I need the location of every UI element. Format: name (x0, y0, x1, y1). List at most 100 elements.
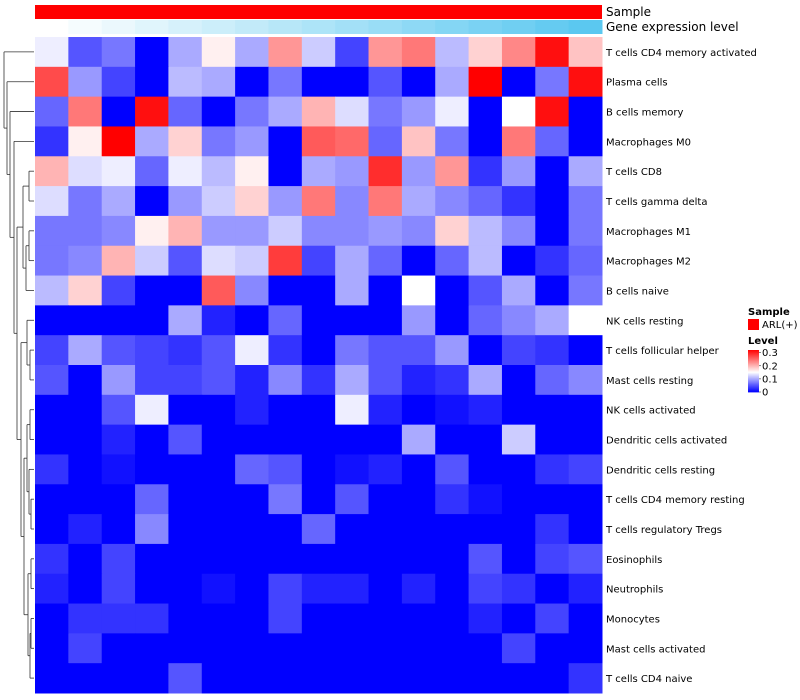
heatmap-cell (335, 156, 370, 187)
heatmap-cell (435, 365, 470, 396)
heatmap-cell (468, 275, 503, 306)
heatmap-cell (435, 335, 470, 366)
heatmap-cell (235, 543, 269, 575)
heatmap-cell (168, 454, 203, 485)
heatmap-cell (101, 96, 136, 127)
heatmap-cell (535, 514, 570, 545)
legend-gradient-step (748, 386, 759, 389)
heatmap-cell (201, 543, 236, 575)
legend-gradient-step (748, 390, 759, 393)
legend-gradient-step (748, 389, 759, 392)
legend-gradient-step (748, 381, 759, 383)
heatmap-cell (35, 335, 69, 366)
heatmap-cell (401, 335, 436, 366)
heatmap-cell (335, 663, 370, 694)
heatmap-cell (101, 663, 136, 694)
annotation-cell-gene-expression (268, 20, 303, 34)
heatmap-cell (335, 186, 370, 217)
heatmap-cell (335, 573, 370, 605)
heatmap-cell (168, 633, 203, 664)
heatmap-cell (535, 424, 570, 455)
heatmap-cell (68, 514, 103, 545)
heatmap-cell (101, 454, 136, 485)
heatmap-cell (235, 663, 269, 694)
heatmap-cell (35, 514, 69, 545)
heatmap-cell (435, 394, 470, 426)
heatmap-cell (135, 603, 169, 634)
heatmap-cell (368, 37, 403, 68)
legend-gradient-step (748, 351, 759, 353)
heatmap-cell (335, 37, 370, 68)
heatmap-cell (268, 394, 303, 426)
heatmap-cell (201, 514, 236, 545)
heatmap-cell (201, 573, 236, 605)
heatmap-cell (401, 305, 436, 336)
heatmap-cell (501, 663, 536, 694)
row-label: B cells naive (606, 286, 669, 297)
heatmap-cell (35, 663, 69, 694)
heatmap-cell (335, 633, 370, 664)
heatmap-cell (101, 514, 136, 545)
heatmap-cell (368, 66, 403, 98)
heatmap-cell (135, 424, 169, 455)
row-label: T cells CD4 naive (605, 674, 692, 685)
heatmap-cell (468, 305, 503, 336)
row-dendrogram (3, 51, 34, 679)
legend-gradient-step (748, 363, 759, 366)
legend-gradient-step (748, 366, 759, 369)
heatmap-cell (268, 186, 303, 217)
row-label: B cells memory (606, 108, 683, 119)
heatmap-cell (435, 156, 470, 187)
annotation-cell-gene-expression (201, 20, 236, 34)
heatmap-cell (201, 394, 236, 426)
heatmap-cell (268, 514, 303, 545)
heatmap-cell (435, 305, 470, 336)
heatmap-cell (568, 365, 603, 396)
heatmap-cell (201, 454, 236, 485)
heatmap-cell (435, 245, 470, 277)
heatmap-cell (335, 335, 370, 366)
legend-colorbar (748, 350, 759, 393)
heatmap-cell (168, 603, 203, 634)
column-annotation: Sample Gene expression level (35, 5, 739, 34)
legend-tick-label: 0.3 (762, 348, 778, 359)
row-label: Eosinophils (606, 555, 662, 566)
heatmap-cell (368, 305, 403, 336)
row-label: Dendritic cells resting (606, 465, 715, 476)
heatmap-cell (168, 245, 203, 277)
heatmap-cell (201, 365, 236, 396)
heatmap-cell (401, 454, 436, 485)
heatmap-cell (401, 37, 436, 68)
heatmap-cell (35, 365, 69, 396)
legend-gradient-step (748, 387, 759, 390)
legend-gradient-step (748, 355, 759, 357)
heatmap-cell (501, 245, 536, 277)
heatmap-cell (268, 245, 303, 277)
heatmap-cell (368, 603, 403, 634)
heatmap-cell (535, 245, 570, 277)
heatmap-cell (35, 424, 69, 455)
heatmap-cell (401, 66, 436, 98)
heatmap-cell (501, 603, 536, 634)
heatmap-cell (135, 275, 169, 306)
heatmap-cell (468, 37, 503, 68)
heatmap-cell (301, 215, 336, 247)
legend-tick-label: 0.2 (762, 361, 778, 372)
heatmap-cell (68, 543, 103, 575)
heatmap-cell (235, 66, 269, 98)
heatmap-cell (468, 633, 503, 664)
heatmap-cell (535, 365, 570, 396)
heatmap-cell (135, 305, 169, 336)
heatmap-cell (235, 514, 269, 545)
heatmap-cell (468, 514, 503, 545)
heatmap-cell (368, 156, 403, 187)
heatmap-cell (368, 454, 403, 485)
annotation-cell-gene-expression (368, 20, 403, 34)
heatmap-cell (568, 394, 603, 426)
heatmap-cell (435, 96, 470, 127)
heatmap-cell (335, 514, 370, 545)
heatmap-cell (168, 126, 203, 157)
heatmap-cell (468, 603, 503, 634)
heatmap-cell (335, 96, 370, 127)
heatmap-cell (368, 663, 403, 694)
